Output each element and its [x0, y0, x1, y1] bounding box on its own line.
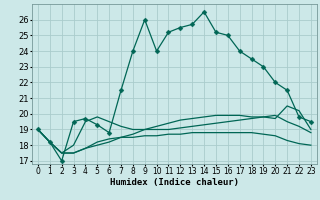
X-axis label: Humidex (Indice chaleur): Humidex (Indice chaleur)	[110, 178, 239, 187]
